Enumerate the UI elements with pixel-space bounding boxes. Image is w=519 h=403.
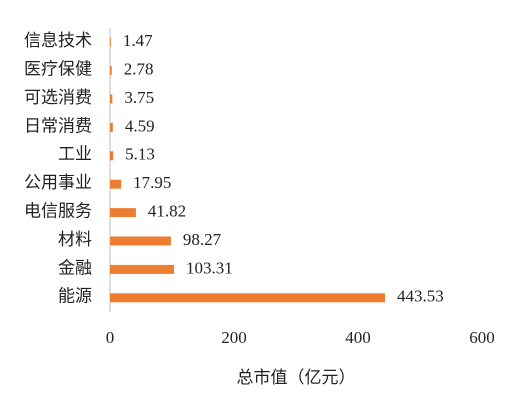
y-tick-label: 日常消费 — [24, 116, 92, 135]
data-label: 2.78 — [124, 60, 154, 79]
data-label: 4.59 — [125, 116, 155, 135]
bar — [110, 37, 111, 47]
x-tick-label: 200 — [221, 328, 247, 347]
bar — [110, 236, 171, 246]
data-label: 41.82 — [148, 202, 186, 221]
bar — [110, 66, 112, 76]
x-tick-label: 400 — [345, 328, 371, 347]
y-tick-label: 金融 — [58, 258, 92, 277]
x-tick-label: 600 — [469, 328, 495, 347]
data-label: 17.95 — [133, 173, 171, 192]
y-tick-label: 医疗保健 — [24, 60, 92, 79]
data-label: 3.75 — [124, 88, 154, 107]
bar — [110, 264, 175, 274]
data-label: 1.47 — [123, 31, 153, 50]
data-label: 5.13 — [125, 145, 155, 164]
bar — [110, 293, 385, 303]
x-axis-label: 总市值（亿元） — [237, 368, 356, 387]
y-tick-label: 电信服务 — [24, 202, 92, 221]
y-tick-label: 信息技术 — [24, 31, 92, 50]
y-tick-label: 公用事业 — [24, 173, 92, 192]
y-tick-label: 材料 — [58, 230, 92, 249]
bar — [110, 179, 122, 189]
data-label: 98.27 — [183, 230, 222, 249]
y-tick-label: 能源 — [58, 287, 92, 306]
bar — [110, 94, 113, 104]
y-tick-label: 工业 — [58, 145, 92, 164]
bar — [110, 151, 114, 161]
data-label: 443.53 — [397, 287, 444, 306]
bar — [110, 122, 113, 132]
bar — [110, 208, 136, 218]
x-tick-label: 0 — [106, 328, 115, 347]
data-label: 103.31 — [186, 258, 233, 277]
y-tick-label: 可选消费 — [24, 88, 92, 107]
